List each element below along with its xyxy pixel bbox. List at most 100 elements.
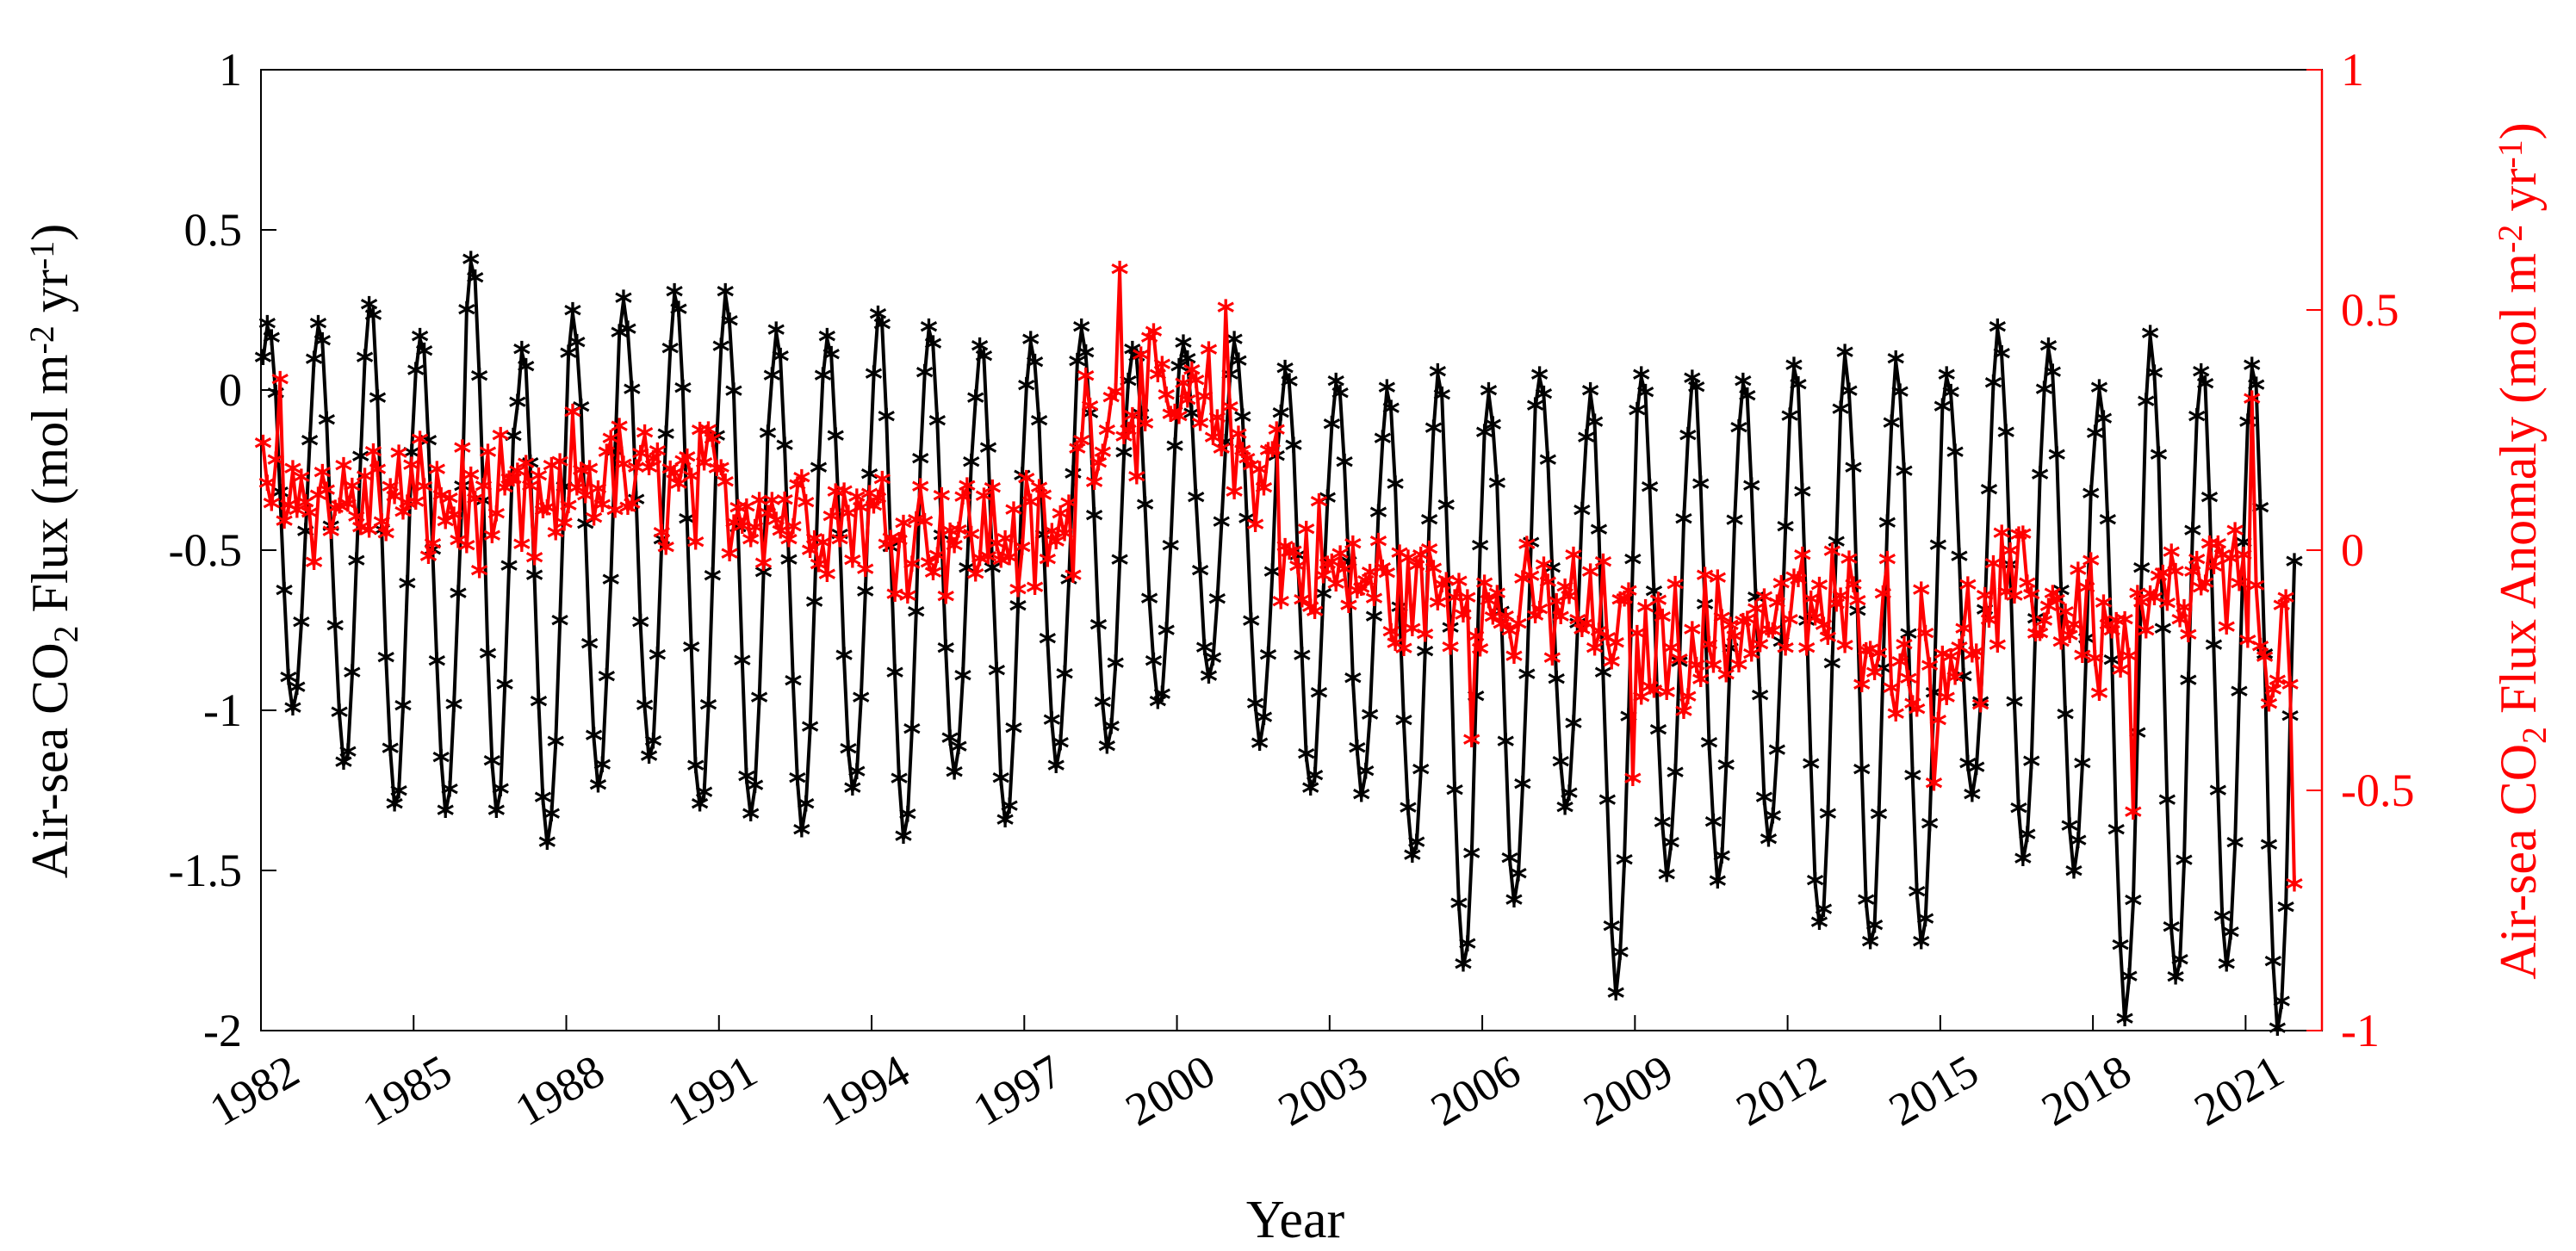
anomaly-marker: * (576, 482, 594, 522)
flux-marker: * (1954, 662, 1972, 702)
anomaly-marker: * (657, 534, 675, 573)
anomaly-marker: * (2256, 643, 2274, 683)
anomaly-marker: * (1255, 474, 1273, 513)
flux-marker: * (576, 511, 594, 550)
anomaly-marker: * (1136, 410, 1154, 449)
left-tick-label: 1 (219, 44, 242, 96)
anomaly-marker: * (1009, 576, 1027, 616)
flux-marker: * (1226, 325, 1244, 365)
right-axis-title: Air-sea CO2 Flux Anomaly (mol m-2 yr-1) (2490, 122, 2554, 979)
flux-marker: * (462, 245, 480, 285)
anomaly-marker: * (1127, 462, 1145, 502)
flux-marker: * (1509, 860, 1527, 900)
anomaly-marker: * (449, 526, 467, 566)
anomaly-marker: * (1077, 362, 1095, 402)
flux-marker: * (1883, 409, 1901, 449)
flux-marker: * (1815, 895, 1833, 935)
anomaly-marker: * (941, 517, 959, 557)
anomaly-marker: * (593, 491, 611, 530)
anomaly-marker: * (382, 473, 400, 512)
anomaly-marker: * (2069, 556, 2087, 596)
anomaly-marker: * (1060, 489, 1078, 529)
flux-marker: * (737, 763, 755, 802)
anomaly-marker: * (898, 582, 916, 622)
anomaly-marker: * (878, 530, 896, 570)
flux-marker: * (305, 345, 323, 385)
flux-marker: * (280, 664, 298, 703)
flux-marker: * (1068, 347, 1086, 387)
anomaly-marker: * (411, 425, 429, 465)
flux-marker: * (2044, 358, 2062, 398)
flux-marker: * (2006, 688, 2024, 728)
flux-marker: * (263, 324, 281, 363)
anomaly-marker: * (2031, 620, 2049, 660)
anomaly-marker: * (1704, 652, 1723, 691)
anomaly-marker: * (907, 505, 925, 545)
flux-marker: * (338, 738, 357, 777)
anomaly-marker: * (318, 476, 336, 516)
flux-marker: * (1497, 728, 1515, 767)
anomaly-marker: * (556, 509, 574, 548)
anomaly-marker: * (1281, 538, 1299, 578)
anomaly-marker: * (763, 486, 781, 526)
flux-marker: * (1674, 505, 1692, 544)
anomaly-marker: * (1963, 641, 1981, 681)
flux-marker: * (500, 552, 518, 591)
anomaly-marker: * (673, 447, 692, 486)
flux-marker: * (649, 641, 667, 680)
anomaly-marker: * (839, 499, 857, 539)
flux-marker: * (780, 546, 798, 585)
anomaly-marker: * (1030, 474, 1048, 513)
flux-marker: * (1594, 659, 1612, 698)
anomaly-marker: * (1021, 488, 1040, 528)
anomaly-marker: * (1026, 573, 1044, 613)
anomaly-marker: * (725, 509, 743, 548)
anomaly-marker: * (1577, 610, 1595, 649)
flux-marker: * (1039, 625, 1057, 665)
flux-marker: * (331, 698, 349, 738)
anomaly-marker: * (1548, 587, 1566, 627)
flux-marker: * (966, 384, 984, 424)
anomaly-marker: * (1980, 606, 1998, 646)
anomaly-marker: * (2273, 591, 2291, 631)
anomaly-marker: * (254, 430, 272, 469)
anomaly-marker: * (1272, 587, 1290, 627)
flux-marker: * (2200, 483, 2219, 523)
anomaly-marker: * (2027, 620, 2045, 660)
anomaly-marker: * (2137, 617, 2155, 657)
anomaly-marker: * (704, 425, 722, 465)
anomaly-marker: * (1471, 635, 1489, 675)
flux-marker: * (1934, 393, 1952, 432)
flux-marker: * (593, 751, 611, 790)
flux-marker: * (1700, 729, 1718, 769)
flux-marker: * (318, 406, 336, 445)
flux-marker: * (1636, 378, 1654, 418)
anomaly-marker: * (835, 477, 853, 517)
flux-marker: * (928, 407, 947, 447)
flux-marker: * (415, 337, 433, 376)
flux-marker: * (1649, 715, 1667, 755)
flux-marker: * (911, 445, 929, 485)
flux-marker: * (805, 588, 823, 628)
anomaly-marker: * (1268, 416, 1286, 455)
flux-marker: * (1738, 382, 1756, 422)
left-tick-label: 0.5 (184, 204, 243, 256)
anomaly-marker: * (572, 456, 590, 496)
flux-marker: * (1938, 361, 1956, 400)
flux-marker: * (1009, 591, 1027, 631)
anomaly-marker: * (984, 474, 1002, 514)
anomaly-marker: * (1848, 586, 1866, 626)
anomaly-marker: * (2022, 580, 2040, 620)
anomaly-marker: * (1590, 617, 1608, 657)
flux-marker: * (2039, 332, 2058, 372)
flux-marker: * (441, 775, 459, 814)
flux-marker: * (1577, 424, 1595, 463)
anomaly-marker: * (1276, 533, 1294, 573)
anomaly-marker: * (1946, 664, 1965, 703)
anomaly-marker: * (1480, 586, 1498, 626)
flux-marker: * (377, 644, 395, 684)
anomaly-marker: * (2213, 541, 2231, 580)
flux-marker: * (2231, 678, 2249, 717)
anomaly-marker: * (670, 470, 688, 510)
flux-marker: * (390, 777, 408, 816)
